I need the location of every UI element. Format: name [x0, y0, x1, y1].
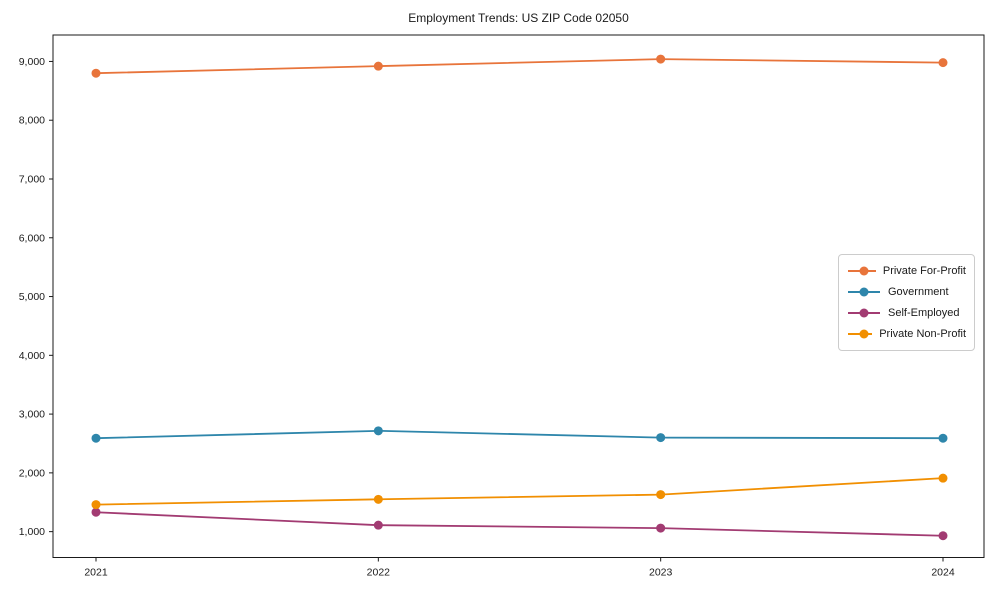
y-axis-tick-label: 7,000: [19, 173, 45, 185]
legend-marker-private-for-profit: [848, 266, 876, 276]
series-line-private-non-profit: [95, 477, 944, 506]
series-line-self-employed: [95, 511, 944, 537]
legend-item-government: Government: [847, 283, 966, 301]
series-line-private-for-profit: [95, 58, 944, 75]
data-point-private-non-profit-2024: [938, 473, 948, 483]
data-point-self-employed-2021: [91, 507, 101, 517]
data-point-private-for-profit-2024: [938, 58, 948, 68]
series-line-government: [95, 429, 944, 440]
legend-label: Private For-Profit: [882, 265, 966, 277]
x-axis-tick-label: 2022: [367, 567, 391, 579]
data-point-government-2024: [938, 433, 948, 443]
data-point-self-employed-2022: [373, 520, 383, 530]
y-axis-tick-label: 8,000: [19, 115, 45, 127]
data-point-government-2022: [373, 426, 383, 436]
data-point-government-2023: [656, 433, 666, 443]
data-point-self-employed-2023: [656, 523, 666, 533]
legend-label: Private Non-Profit: [879, 328, 966, 340]
data-point-private-non-profit-2022: [373, 494, 383, 504]
y-axis-tick-label: 2,000: [19, 467, 45, 479]
y-axis-tick-label: 1,000: [19, 526, 45, 538]
legend-marker-private-non-profit: [848, 329, 873, 339]
legend-item-private-for-profit: Private For-Profit: [847, 262, 966, 280]
data-point-private-for-profit-2023: [656, 54, 666, 64]
y-axis-tick-label: 5,000: [19, 291, 45, 303]
legend-item-self-employed: Self-Employed: [847, 304, 966, 322]
data-point-private-for-profit-2021: [91, 68, 101, 78]
legend-item-private-non-profit: Private Non-Profit: [847, 325, 966, 343]
chart-title: Employment Trends: US ZIP Code 02050: [408, 11, 629, 25]
y-axis-tick-label: 6,000: [19, 232, 45, 244]
data-point-private-non-profit-2023: [656, 490, 666, 500]
data-point-private-non-profit-2021: [91, 500, 101, 510]
x-axis-tick-label: 2024: [931, 567, 955, 579]
y-axis-tick-label: 9,000: [19, 56, 45, 68]
y-axis-tick-label: 4,000: [19, 350, 45, 362]
y-axis-tick-label: 3,000: [19, 409, 45, 421]
legend-marker-government: [848, 287, 880, 297]
data-point-self-employed-2024: [938, 531, 948, 541]
legend-label: Government: [888, 286, 949, 298]
legend-marker-self-employed: [848, 308, 880, 318]
legend-label: Self-Employed: [888, 307, 960, 319]
chart-legend: Private For-Profit Government Self-Emplo…: [838, 254, 975, 351]
x-axis-tick-label: 2023: [649, 567, 673, 579]
data-point-government-2021: [91, 433, 101, 443]
data-point-private-for-profit-2022: [373, 61, 383, 71]
x-axis-tick-label: 2021: [84, 567, 108, 579]
